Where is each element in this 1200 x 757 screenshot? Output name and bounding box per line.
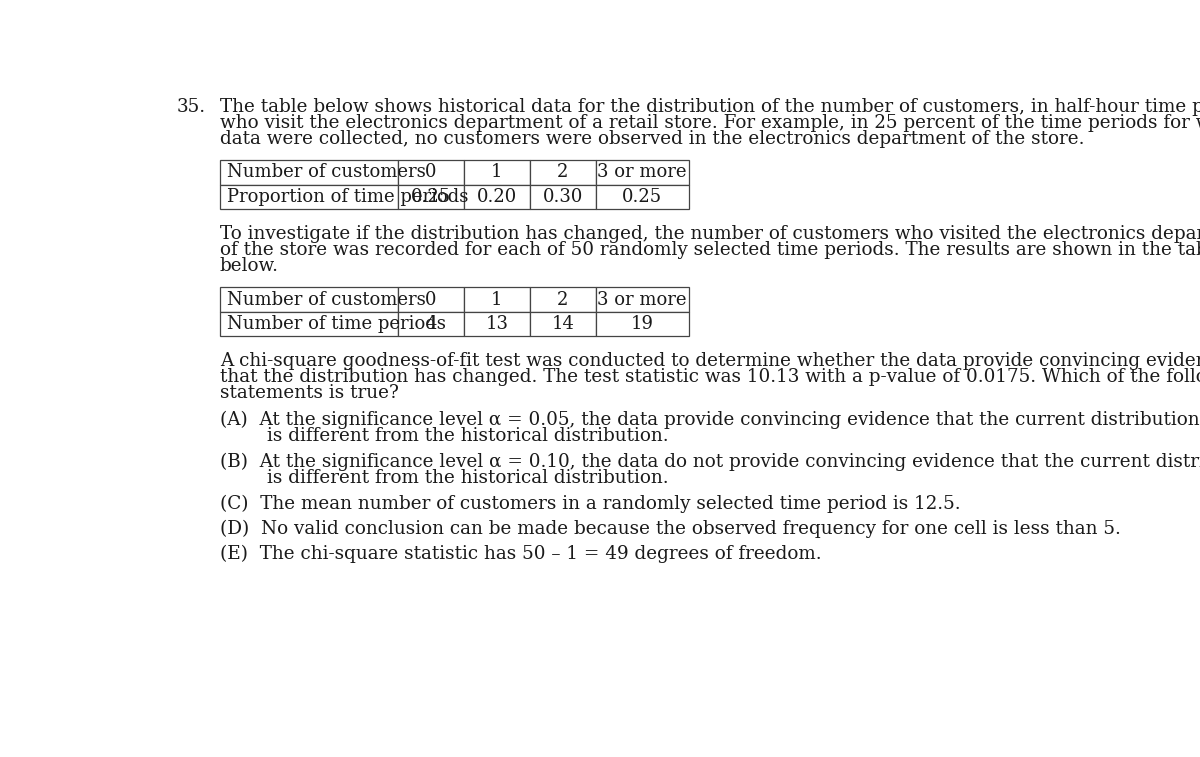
Text: 14: 14 — [551, 315, 574, 333]
Bar — [398, 185, 464, 210]
Text: Number of customers: Number of customers — [227, 291, 426, 309]
Text: that the distribution has changed. The test statistic was 10.13 with a p-value o: that the distribution has changed. The t… — [220, 368, 1200, 386]
Text: (A)  At the significance level α = 0.05, the data provide convincing evidence th: (A) At the significance level α = 0.05, … — [220, 411, 1199, 429]
Text: 13: 13 — [485, 315, 509, 333]
Bar — [220, 185, 398, 210]
Bar — [398, 160, 464, 185]
Text: 0.30: 0.30 — [542, 188, 583, 206]
Text: data were collected, no customers were observed in the electronics department of: data were collected, no customers were o… — [220, 130, 1085, 148]
Text: Number of time periods: Number of time periods — [227, 315, 445, 333]
Text: (D)  No valid conclusion can be made because the observed frequency for one cell: (D) No valid conclusion can be made beca… — [220, 520, 1121, 538]
Text: Number of customers: Number of customers — [227, 164, 426, 182]
Bar — [398, 312, 464, 336]
Text: is different from the historical distribution.: is different from the historical distrib… — [220, 428, 668, 445]
Text: 35.: 35. — [178, 98, 206, 116]
Text: statements is true?: statements is true? — [220, 385, 398, 402]
Text: 2: 2 — [557, 164, 569, 182]
Bar — [464, 287, 529, 312]
Bar — [464, 160, 529, 185]
Text: 1: 1 — [491, 164, 503, 182]
Text: of the store was recorded for each of 50 randomly selected time periods. The res: of the store was recorded for each of 50… — [220, 241, 1200, 259]
Text: below.: below. — [220, 257, 278, 275]
Text: 3 or more: 3 or more — [598, 164, 686, 182]
Text: 19: 19 — [631, 315, 654, 333]
Bar — [220, 287, 398, 312]
Bar — [220, 160, 398, 185]
Text: 0: 0 — [425, 164, 437, 182]
Bar — [464, 185, 529, 210]
Text: Proportion of time periods: Proportion of time periods — [227, 188, 468, 206]
Bar — [464, 312, 529, 336]
Text: A chi-square goodness-of-fit test was conducted to determine whether the data pr: A chi-square goodness-of-fit test was co… — [220, 352, 1200, 370]
Bar — [529, 185, 595, 210]
Text: (E)  The chi-square statistic has 50 – 1 = 49 degrees of freedom.: (E) The chi-square statistic has 50 – 1 … — [220, 545, 821, 563]
Bar — [220, 312, 398, 336]
Text: is different from the historical distribution.: is different from the historical distrib… — [220, 469, 668, 487]
Bar — [529, 312, 595, 336]
Text: who visit the electronics department of a retail store. For example, in 25 perce: who visit the electronics department of … — [220, 114, 1200, 132]
Text: 3 or more: 3 or more — [598, 291, 686, 309]
Text: 0.25: 0.25 — [622, 188, 662, 206]
Bar — [529, 287, 595, 312]
Bar — [398, 287, 464, 312]
Bar — [595, 185, 689, 210]
Text: 0: 0 — [425, 291, 437, 309]
Text: (B)  At the significance level α = 0.10, the data do not provide convincing evid: (B) At the significance level α = 0.10, … — [220, 453, 1200, 471]
Text: 4: 4 — [425, 315, 437, 333]
Text: (C)  The mean number of customers in a randomly selected time period is 12.5.: (C) The mean number of customers in a ra… — [220, 494, 960, 512]
Text: The table below shows historical data for the distribution of the number of cust: The table below shows historical data fo… — [220, 98, 1200, 116]
Text: 0.25: 0.25 — [410, 188, 451, 206]
Text: 0.20: 0.20 — [476, 188, 517, 206]
Bar — [595, 287, 689, 312]
Text: 1: 1 — [491, 291, 503, 309]
Text: 2: 2 — [557, 291, 569, 309]
Bar — [595, 160, 689, 185]
Text: To investigate if the distribution has changed, the number of customers who visi: To investigate if the distribution has c… — [220, 225, 1200, 243]
Bar — [529, 160, 595, 185]
Bar — [595, 312, 689, 336]
